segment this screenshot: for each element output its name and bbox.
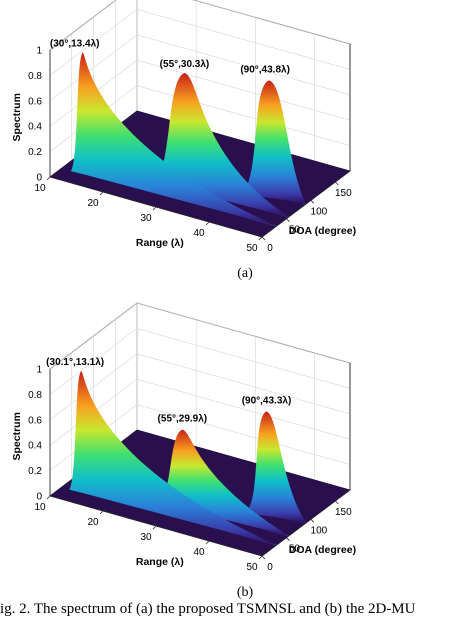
x-tick-mark	[286, 537, 290, 541]
y-axis-label: Range (λ)	[136, 556, 184, 568]
y-tick-label: 40	[193, 228, 205, 239]
z-tick-label: 0.6	[28, 415, 42, 426]
peak-label: (55°,30.3λ)	[160, 59, 210, 70]
spectrum-peak	[69, 370, 277, 545]
y-tick-label: 20	[87, 198, 99, 209]
z-gridline	[49, 0, 351, 51]
x-tick-label: 50	[289, 544, 301, 555]
z-tick-label: 0.2	[28, 466, 42, 477]
y-tick-label: 10	[34, 502, 46, 513]
x-tick-label: 0	[267, 243, 273, 254]
y-tick-mark	[46, 495, 51, 500]
x-tick-label: 100	[311, 206, 328, 217]
y-tick-label: 10	[34, 183, 46, 194]
y-tick-mark	[152, 206, 157, 211]
panel-label: (a)	[237, 266, 253, 281]
x-tick-mark	[310, 200, 315, 204]
x-tick-label: 150	[335, 507, 352, 518]
x-tick-mark	[310, 519, 315, 523]
z-tick-label: 1	[36, 46, 42, 57]
y-tick-label: 40	[193, 547, 205, 558]
y-tick-label: 50	[246, 243, 258, 254]
z-tick-label: 0.4	[28, 441, 42, 452]
figure-caption: ig. 2. The spectrum of (a) the proposed …	[0, 601, 416, 617]
y-tick-mark	[99, 510, 104, 515]
peak-label: (30.1°,13.1λ)	[46, 357, 104, 368]
x-tick-mark	[286, 218, 290, 222]
y-tick-mark	[152, 525, 157, 530]
chart-panel-b: 0 0.2 0.4 0.6 0.8 1 (90°,43.3λ) (55°,29.9λ) (30.…	[11, 302, 356, 600]
y-tick-label: 30	[140, 213, 152, 224]
x-axis-label: DOA (degree)	[289, 544, 356, 556]
panel-label: (b)	[237, 585, 254, 600]
y-tick-mark	[99, 191, 104, 196]
peak-label: (90°,43.8λ)	[240, 64, 290, 75]
x-tick-mark	[335, 181, 339, 186]
z-tick-label: 1	[36, 365, 42, 376]
y-tick-label: 20	[87, 517, 99, 528]
x-tick-label: 150	[335, 188, 352, 199]
z-tick-label: 0.4	[28, 122, 42, 133]
y-tick-label: 50	[246, 562, 258, 573]
x-tick-label: 50	[289, 225, 301, 236]
y-tick-mark	[258, 236, 263, 241]
x-axis-label: DOA (degree)	[289, 225, 356, 237]
spectrum-peak	[244, 411, 306, 523]
x-tick-label: 100	[311, 525, 328, 536]
z-tick-label: 0.2	[28, 147, 42, 158]
x-tick-mark	[261, 236, 266, 241]
peak-label: (30°,13.4λ)	[50, 38, 100, 49]
y-tick-mark	[258, 555, 263, 560]
y-tick-mark	[205, 221, 210, 226]
z-tick-label: 0.8	[28, 71, 42, 82]
y-tick-label: 30	[140, 532, 152, 543]
z-tick-label: 0	[36, 492, 42, 503]
spectrum-peak	[70, 52, 277, 227]
x-tick-label: 0	[267, 562, 273, 573]
z-tick-label: 0.8	[28, 390, 42, 401]
y-axis-label: Range (λ)	[136, 237, 184, 249]
z-axis-label: Spectrum	[11, 412, 23, 460]
peak-label: (90°,43.3λ)	[242, 395, 292, 406]
y-tick-mark	[205, 540, 210, 545]
chart-panel-a: 0 0.2 0.4 0.6 0.8 1 (90°,43.8λ) (55°,30.3λ) (30°…	[11, 0, 356, 281]
z-tick-label: 0	[36, 173, 42, 184]
spectrum-peak	[239, 80, 306, 204]
peak-label: (55°,29.9λ)	[158, 413, 208, 424]
z-tick-label: 0.6	[28, 96, 42, 107]
y-tick-mark	[46, 176, 51, 181]
x-tick-mark	[335, 500, 339, 505]
z-axis-label: Spectrum	[11, 93, 23, 141]
x-tick-mark	[261, 555, 266, 560]
